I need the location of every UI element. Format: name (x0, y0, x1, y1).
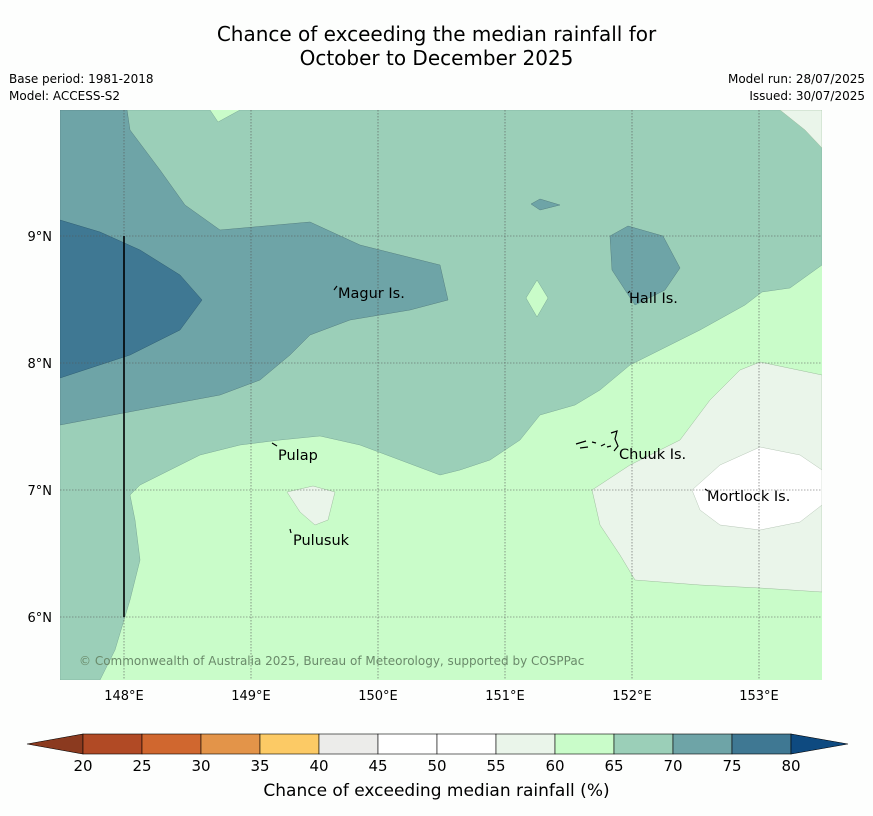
colorbar-under-arrow (26, 733, 84, 755)
colorbar-tick-label: 35 (250, 757, 269, 775)
meta-left: Base period: 1981-2018 Model: ACCESS-S2 (9, 71, 154, 105)
island-chuuk (575, 430, 619, 452)
lon-tick-label: 149°E (231, 689, 271, 704)
title-line-2: October to December 2025 (299, 46, 574, 70)
issued-label: Issued: 30/07/2025 (749, 89, 865, 103)
island-pulusuk (289, 528, 292, 534)
lat-tick-labels: 9°N 8°N 7°N 6°N (28, 230, 53, 626)
lon-tick-label: 152°E (612, 689, 652, 704)
place-label: Hall Is. (629, 291, 678, 307)
place-label: Magur Is. (338, 286, 405, 302)
title-line-1: Chance of exceeding the median rainfall … (216, 22, 657, 46)
island-mortlock (704, 488, 709, 492)
island-hall (627, 290, 631, 294)
colorbar-segment (495, 733, 556, 755)
model-run-label: Model run: 28/07/2025 (727, 72, 865, 86)
colorbar-tick-label: 40 (309, 757, 328, 775)
contour-70-75-hall (609, 225, 681, 306)
lat-tick-label: 8°N (28, 357, 53, 372)
contour-70-75-small (530, 198, 561, 211)
colorbar-segment (82, 733, 143, 755)
contour-75-80 (60, 219, 203, 379)
colorbar-tick-label: 70 (663, 757, 682, 775)
lat-tick-label: 7°N (28, 484, 53, 499)
colorbar-over-arrow (790, 733, 849, 755)
lon-tick-labels: 148°E 149°E 150°E 151°E 152°E 153°E (104, 689, 779, 704)
map-title: Chance of exceeding the median rainfall … (0, 22, 873, 70)
colorbar-tick-label: 20 (73, 757, 92, 775)
colorbar-title: Chance of exceeding median rainfall (%) (263, 781, 610, 801)
lat-tick-label: 9°N (28, 230, 53, 245)
contour-layer (60, 110, 822, 680)
colorbar-tick-label: 55 (486, 757, 505, 775)
colorbar-tick-label: 75 (722, 757, 741, 775)
island-pulap (271, 442, 278, 447)
colorbar-segment (259, 733, 320, 755)
island-magur (333, 285, 338, 291)
copyright-text: © Commonwealth of Australia 2025, Bureau… (79, 654, 584, 668)
contour-55-60-top-right (779, 110, 822, 149)
colorbar-tick-label: 25 (132, 757, 151, 775)
contour-50-55-mortlock (691, 446, 822, 531)
colorbar-tick-label: 50 (427, 757, 446, 775)
place-label: Pulap (278, 448, 318, 464)
colorbar-segment (200, 733, 261, 755)
lon-tick-label: 151°E (485, 689, 525, 704)
place-labels: Magur Is. Hall Is. Pulap Chuuk Is. Mortl… (278, 286, 790, 549)
colorbar-segment (436, 733, 497, 755)
place-label: Mortlock Is. (707, 489, 790, 505)
colorbar-segment (318, 733, 379, 755)
contour-60-65-diamond (525, 279, 549, 318)
colorbar-segment (141, 733, 202, 755)
colorbar-tick-label: 60 (545, 757, 564, 775)
colorbar-segment (613, 733, 674, 755)
island-outlines (271, 285, 709, 534)
base-period-label: Base period: 1981-2018 (9, 72, 154, 86)
contour-55-60-pulusuk (286, 485, 336, 526)
colorbar-tick-label: 45 (368, 757, 387, 775)
contour-70-75 (60, 110, 449, 426)
place-label: Chuuk Is. (619, 447, 686, 463)
lon-tick-label: 148°E (104, 689, 144, 704)
colorbar-segment (731, 733, 792, 755)
lon-tick-label: 150°E (358, 689, 398, 704)
place-label: Pulusuk (293, 533, 350, 549)
meta-right: Model run: 28/07/2025 Issued: 30/07/2025 (728, 71, 865, 105)
colorbar-tick-label: 30 (191, 757, 210, 775)
colorbar-segment (554, 733, 615, 755)
lat-tick-label: 6°N (28, 611, 53, 626)
colorbar-segment (377, 733, 438, 755)
colorbar-tick-label: 80 (781, 757, 800, 775)
model-label: Model: ACCESS-S2 (9, 89, 121, 103)
colorbar: 20 25 30 35 40 45 50 55 60 65 70 75 80 (26, 733, 849, 775)
colorbar-segment (672, 733, 733, 755)
lon-tick-label: 153°E (739, 689, 779, 704)
colorbar-tick-label: 65 (604, 757, 623, 775)
